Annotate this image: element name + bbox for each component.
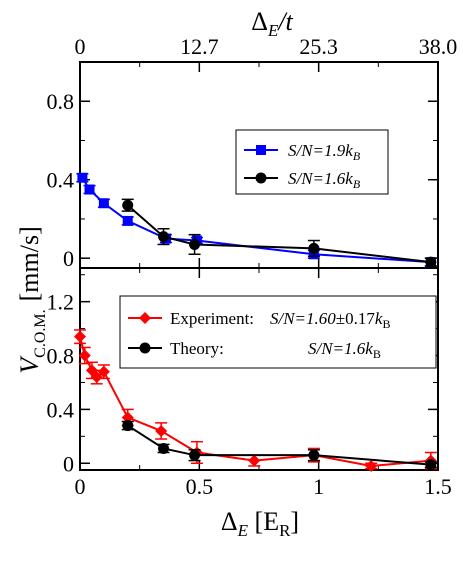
legend-marker	[256, 145, 266, 155]
legend-box	[119, 295, 437, 369]
x-tick-label: 0.5	[186, 474, 214, 499]
y-tick-label: 0.4	[47, 168, 75, 193]
data-point	[158, 442, 170, 454]
x-tick-label: 1.5	[424, 474, 452, 499]
bottom-x-axis-label: ΔE [ER]	[221, 507, 299, 540]
data-point	[425, 459, 437, 471]
data-point	[189, 238, 201, 250]
svg-text:VC.O.M.[mm/s]: VC.O.M.[mm/s]	[15, 226, 49, 373]
y-tick-label: 0	[63, 451, 74, 476]
y-tick-label: 0.8	[47, 344, 75, 369]
data-point	[121, 411, 134, 424]
data-point	[155, 424, 168, 437]
series-top-1	[121, 198, 437, 268]
legend-marker	[255, 172, 267, 184]
panel-bottom: 0 0.4 0.8 1.2 0 0.5 1 1.5 Experiment: S/N=1.60±0.…	[47, 267, 452, 499]
data-point	[158, 231, 170, 243]
data-point	[365, 459, 378, 472]
top-x-tick-label: 0	[75, 34, 86, 59]
legend-marker	[139, 312, 151, 324]
data-point	[248, 454, 261, 467]
data-point	[84, 184, 95, 195]
series-bottom-1	[121, 420, 437, 471]
legend-marker	[139, 342, 151, 354]
data-point	[90, 371, 103, 384]
legend-label: Experiment: S/N=1.60±0.17kB	[170, 309, 390, 331]
data-point	[308, 242, 320, 254]
legend-label: S/N=1.6kB	[288, 169, 361, 191]
top-x-tick-label: 12.7	[180, 34, 219, 59]
legend-bottom: Experiment: S/N=1.60±0.17kB Theory: S/N=1.6…	[119, 295, 437, 369]
data-point	[98, 198, 109, 209]
top-x-axis-label: ΔE/t	[251, 7, 293, 40]
data-point	[77, 172, 88, 183]
data-point	[122, 215, 133, 226]
legend-top: S/N=1.9kB S/N=1.6kB	[235, 129, 389, 195]
x-tick-label: 0	[75, 474, 86, 499]
data-point	[97, 365, 110, 378]
plot-panels: 00.40.80 12.7 25.3 38.0S/N=1.9kBS/N=1.6kB00…	[47, 34, 458, 499]
y-tick-label: 0.8	[47, 89, 75, 114]
data-point	[425, 256, 437, 268]
data-point	[122, 199, 134, 211]
top-x-tick-label: 25.3	[299, 34, 338, 59]
data-point	[74, 330, 86, 343]
panel-top: 0 0.4 0.8 0 12.7 25.3 38.0 S/N=1.9kB S/N=1.6kB	[47, 34, 458, 271]
series-line	[127, 204, 431, 264]
top-x-tick-label: 38.0	[419, 34, 458, 59]
data-point	[189, 449, 201, 461]
x-tick-label: 1	[313, 474, 324, 499]
y-tick-label: 0	[63, 246, 74, 271]
legend-label: Theory: S/N=1.6kB	[170, 339, 381, 361]
y-axis-label: VC.O.M.[mm/s]	[15, 226, 49, 373]
data-point	[78, 349, 91, 362]
y-tick-label: 1.2	[47, 290, 75, 315]
y-tick-label: 0.4	[47, 397, 75, 422]
data-point	[308, 449, 320, 461]
data-point	[122, 420, 134, 432]
legend-label: S/N=1.9kB	[288, 141, 361, 163]
